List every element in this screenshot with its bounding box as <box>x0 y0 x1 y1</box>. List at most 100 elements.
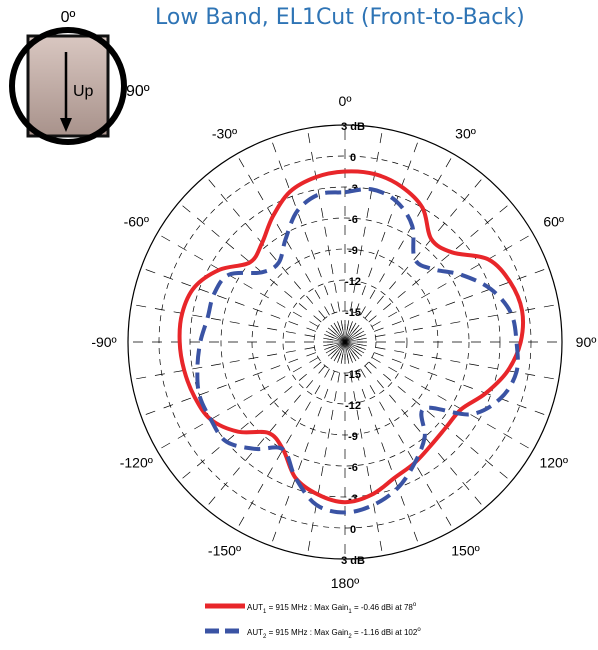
center-spoke <box>344 341 361 352</box>
radial-tick-label-bottom: 3 dB <box>341 555 365 567</box>
center-spoke <box>344 341 352 360</box>
angle-labels: 0º30º60º90º120º150º180º-150º-120º-90º-60… <box>91 93 596 591</box>
grid-spoke <box>236 153 340 332</box>
center-spoke <box>344 328 357 343</box>
grid-spoke <box>350 352 454 531</box>
grid-spoke <box>348 137 420 331</box>
grid-spoke <box>131 343 334 381</box>
legend-entry-aut1: AUT1 = 915 MHz : Max Gain1 = -0.46 dBi a… <box>247 602 417 615</box>
down-arrow-icon <box>60 52 72 132</box>
grid-spoke <box>356 343 559 381</box>
center-spoke <box>327 341 346 346</box>
grid-spoke <box>270 353 342 547</box>
radial-tick-label-bottom: 0 <box>350 524 356 536</box>
radial-tick-label-top: -15 <box>345 307 361 319</box>
center-spoke <box>341 324 346 343</box>
angle-label: -30º <box>212 125 237 141</box>
grid-spoke <box>353 202 512 335</box>
center-spoke <box>344 341 363 349</box>
grid-spoke <box>356 345 550 417</box>
radial-tick-label-top: 3 dB <box>341 121 365 133</box>
orientation-right-label: 90º <box>126 83 150 100</box>
orientation-indicator: 0º Up 90º <box>9 9 150 145</box>
center-spoke <box>344 324 352 343</box>
series-line-aut1 <box>177 169 526 505</box>
center-spoke <box>344 330 359 343</box>
center-spoke <box>329 332 346 343</box>
grid-spoke <box>156 347 335 451</box>
grid-spoke <box>270 137 342 331</box>
grid-spoke <box>352 175 485 334</box>
center-spoke <box>329 341 346 352</box>
grid-spoke <box>348 353 420 547</box>
grid-spoke <box>350 153 454 332</box>
center-spoke <box>344 324 349 343</box>
center-spoke <box>344 341 355 358</box>
legend-entry-aut2: AUT2 = 915 MHz : Max Gain2 = -1.16 dBi a… <box>247 627 421 640</box>
grid-ring <box>282 279 408 405</box>
center-spoke <box>344 326 355 343</box>
grid-spoke <box>205 350 338 509</box>
orientation-arrow-label: Up <box>73 83 94 100</box>
center-spoke <box>344 338 363 343</box>
angle-label: -60º <box>124 214 149 230</box>
angle-label: 150º <box>451 543 479 559</box>
grid-spoke <box>236 352 340 531</box>
center-spoke <box>344 341 357 356</box>
radial-tick-label-bottom: -6 <box>348 462 358 474</box>
grid-spoke <box>352 350 485 509</box>
center-spoke <box>335 341 346 358</box>
angle-label: -90º <box>91 334 116 350</box>
radial-tick-label-top: -6 <box>348 214 358 226</box>
angle-label: 90º <box>576 334 597 350</box>
grid-spoke <box>346 353 384 556</box>
chart-title: Low Band, EL1Cut (Front-to-Back) <box>155 5 525 30</box>
radial-tick-label-top: -12 <box>345 276 361 288</box>
center-spoke <box>344 341 363 346</box>
series-group <box>177 169 526 515</box>
radial-tick-label-bottom: -9 <box>348 431 358 443</box>
center-spoke <box>344 332 361 343</box>
grid-spoke <box>355 233 534 337</box>
angle-label: -120º <box>120 455 153 471</box>
center-spoke <box>327 341 346 349</box>
grid-spoke <box>131 303 334 341</box>
radial-tick-label-bottom: -3 <box>348 493 358 505</box>
grid-spoke <box>140 345 334 417</box>
radial-tick-label-top: 0 <box>350 152 356 164</box>
center-spoke <box>327 335 346 343</box>
angle-label: 30º <box>455 125 476 141</box>
grid-spoke <box>355 347 534 451</box>
grid-spoke <box>356 267 550 339</box>
radial-tick-label-bottom: -15 <box>345 369 361 381</box>
center-spoke <box>338 324 346 343</box>
center-spoke <box>344 341 359 354</box>
center-spoke <box>331 330 346 343</box>
center-spoke <box>335 326 346 343</box>
orientation-ring-icon <box>9 27 127 145</box>
center-spoke <box>333 341 346 356</box>
radial-tick-label-bottom: -12 <box>345 400 361 412</box>
series-line-aut2 <box>195 187 520 515</box>
grid-spoke <box>178 349 337 482</box>
center-spoke <box>331 341 346 354</box>
grid-spoke <box>178 202 337 335</box>
legend: AUT1 = 915 MHz : Max Gain1 = -0.46 dBi a… <box>205 602 421 640</box>
radial-tick-label-top: -9 <box>348 245 358 257</box>
grid-spoke <box>205 175 338 334</box>
polar-grid <box>127 124 563 560</box>
grid-spoke <box>156 233 335 337</box>
angle-label: 0º <box>339 93 352 109</box>
orientation-top-label: 0º <box>61 9 76 26</box>
center-spoke <box>341 341 346 360</box>
angle-label: -150º <box>208 543 241 559</box>
angle-label: 120º <box>539 455 567 471</box>
grid-spoke <box>356 303 559 341</box>
center-spoke <box>338 341 346 360</box>
grid-spoke <box>346 128 384 331</box>
outer-ring <box>127 124 563 560</box>
angle-label: 60º <box>543 214 564 230</box>
grid-spoke <box>353 349 512 482</box>
center-spoke <box>327 338 346 343</box>
